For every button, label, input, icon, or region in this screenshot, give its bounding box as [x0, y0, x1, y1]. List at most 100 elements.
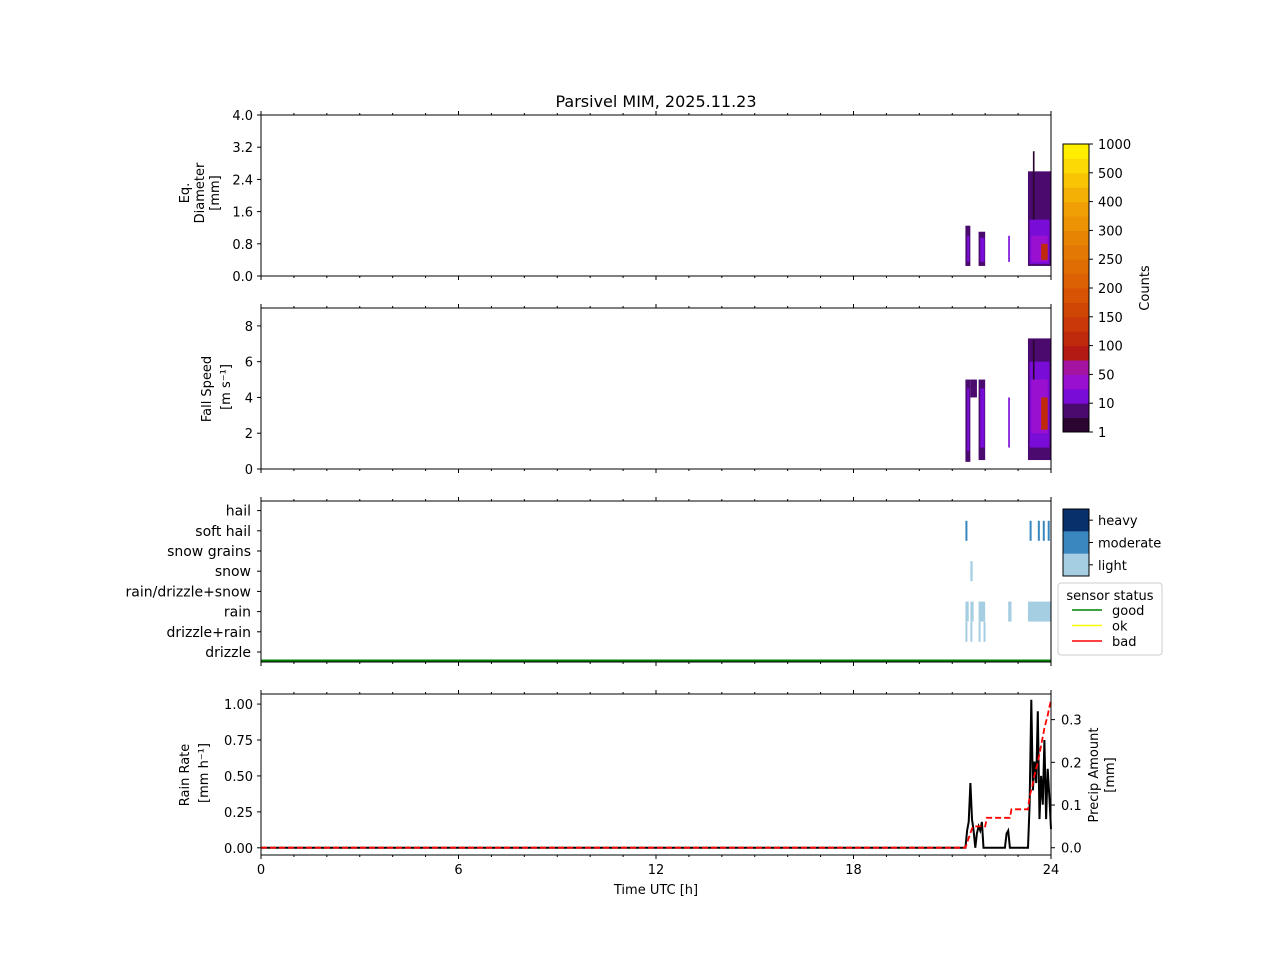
ptype-event-10 — [965, 520, 968, 541]
intensity-label-moderate: moderate — [1098, 537, 1161, 552]
heatmap-cell-1 — [967, 235, 970, 262]
heatmap-cell-4 — [1008, 235, 1010, 262]
x-tick-label: 12 — [648, 863, 665, 878]
fallspeed-heatmap — [965, 338, 1051, 462]
colorbar-cell-0 — [1063, 417, 1089, 433]
diameter-panel: 0.0 0.8 1.6 2.4 3.2 4.0 Eq. Diameter [mm] — [178, 109, 1052, 285]
colorbar-tick-label: 10 — [1098, 397, 1115, 412]
fallspeed-y-ticks: 0 2 4 6 8 — [245, 320, 261, 478]
diameter-y-ticks: 0.0 0.8 1.6 2.4 3.2 4.0 — [232, 109, 261, 285]
colorbar-tick-label: 250 — [1098, 253, 1123, 268]
colorbar-cell-17 — [1063, 172, 1089, 188]
fallspeed-ylabel-line1: Fall Speed — [200, 356, 215, 422]
time-xlabel: Time UTC [h] — [613, 883, 698, 898]
status-legend-box — [1057, 582, 1163, 656]
status-legend-label-bad: bad — [1112, 635, 1136, 650]
intensity-swatch-moderate — [1063, 531, 1089, 555]
y-tick-label: 0.75 — [224, 734, 253, 749]
heatmap-cell-1 — [967, 388, 970, 452]
heatmap-cell-10 — [1032, 340, 1035, 380]
colorbar-cells — [1063, 144, 1089, 433]
intensity-legend: heavy moderate light — [1062, 508, 1161, 577]
heatmap-cell-9 — [1041, 397, 1048, 430]
colorbar-tick-label: 150 — [1098, 311, 1123, 326]
intensity-swatches — [1063, 509, 1089, 577]
colorbar-cell-12 — [1063, 244, 1089, 260]
colorbar-cell-11 — [1063, 259, 1089, 275]
colorbar-cell-19 — [1063, 144, 1089, 159]
colorbar-cell-18 — [1063, 158, 1089, 174]
colorbar-cell-8 — [1063, 302, 1089, 318]
diameter-ylabel-line2: Diameter — [193, 162, 208, 223]
category-label-soft hail: soft hail — [195, 524, 251, 540]
colorbar-cell-5 — [1063, 345, 1089, 361]
diameter-x-ticks — [260, 111, 1052, 280]
rain-rate-line — [261, 699, 1052, 849]
category-label-drizzle+rain: drizzle+rain — [166, 625, 251, 641]
ptype-event-2 — [978, 621, 981, 642]
intensity-label-heavy: heavy — [1098, 514, 1138, 529]
ptype-event-14 — [1047, 520, 1050, 541]
precip-ylabel-line1: Precip Amount — [1087, 728, 1102, 823]
intensity-swatch-heavy — [1063, 509, 1089, 532]
colorbar-ticks: 1 10 50 100 150 200 250 300 400 500 1000 — [1089, 138, 1131, 441]
fallspeed-panel: 0 2 4 6 8 Fall Speed [m s⁻¹] — [200, 304, 1052, 478]
ptype-x-ticks — [260, 497, 1052, 666]
rainrate-ylabel-line1: Rain Rate — [178, 744, 193, 807]
ptype-event-11 — [1029, 520, 1032, 541]
y-tick-label: 0.00 — [224, 842, 253, 857]
y-tick-label: 6 — [245, 356, 253, 371]
heatmap-cell-2 — [970, 379, 977, 398]
colorbar-cell-9 — [1063, 288, 1089, 303]
fallspeed-x-ticks — [260, 304, 1052, 473]
y-tick-label: 1.00 — [224, 698, 253, 713]
rainrate-ylabel-line2: [mm h⁻¹] — [197, 743, 212, 803]
colorbar-tick-label: 1000 — [1098, 138, 1131, 153]
status-legend-title: sensor status — [1066, 589, 1153, 604]
diameter-ylabel-line3: [mm] — [208, 175, 223, 210]
colorbar-tick-label: 50 — [1098, 368, 1115, 383]
ptype-axes-frame — [260, 500, 1052, 663]
ptype-event-1 — [970, 621, 973, 642]
colorbar-label: Counts — [1138, 265, 1153, 311]
category-label-rain/drizzle+snow: rain/drizzle+snow — [126, 584, 251, 600]
heatmap-cell-5 — [1008, 397, 1010, 448]
time-x-ticks: 0 6 12 18 24 — [257, 690, 1059, 878]
heatmap-cell-4 — [980, 388, 985, 448]
precip-y2-ticks: 0.0 0.1 0.2 0.3 — [1051, 714, 1082, 857]
diameter-heatmap — [965, 151, 1051, 266]
rainrate-panel: 0.00 0.25 0.50 0.75 1.00 0.0 0.1 0.2 0.3 0 6 12 18… — [178, 690, 1118, 898]
y-tick-label: 0.25 — [224, 806, 253, 821]
counts-colorbar: 1 10 50 100 150 200 250 300 400 500 1000 Counts — [1062, 138, 1153, 441]
ptype-event-7 — [1008, 601, 1012, 622]
y-tick-label: 8 — [245, 320, 253, 335]
fallspeed-axes-frame — [260, 307, 1052, 470]
y2-tick-label: 0.0 — [1061, 842, 1082, 857]
intensity-label-light: light — [1098, 559, 1127, 574]
ptype-category-ticks: drizzle drizzle+rain rain rain/drizzle+snow… — [126, 504, 261, 661]
x-tick-label: 0 — [257, 863, 265, 878]
precip-ylabel-line2: [mm] — [1103, 757, 1118, 792]
rainrate-y-ticks: 0.00 0.25 0.50 0.75 1.00 — [224, 698, 261, 857]
heatmap-cell-9 — [1032, 151, 1035, 220]
colorbar-tick-label: 300 — [1098, 224, 1123, 239]
colorbar-tick-label: 500 — [1098, 167, 1123, 182]
diameter-ylabel-line1: Eq. — [178, 183, 193, 204]
precip-amount-line — [261, 700, 1052, 849]
colorbar-tick-label: 1 — [1098, 426, 1106, 441]
rainrate-lines — [261, 699, 1052, 849]
status-legend-label-good: good — [1112, 604, 1144, 619]
ptype-panel: drizzle drizzle+rain rain rain/drizzle+snow… — [126, 497, 1052, 666]
colorbar-cell-10 — [1063, 273, 1089, 289]
x-tick-label: 24 — [1043, 863, 1060, 878]
ptype-event-3 — [983, 621, 986, 642]
category-label-hail: hail — [226, 504, 251, 520]
colorbar-cell-13 — [1063, 230, 1089, 246]
x-tick-label: 6 — [454, 863, 462, 878]
colorbar-tick-label: 200 — [1098, 282, 1123, 297]
y-tick-label: 2 — [245, 427, 253, 442]
diameter-axes-frame — [260, 114, 1052, 277]
